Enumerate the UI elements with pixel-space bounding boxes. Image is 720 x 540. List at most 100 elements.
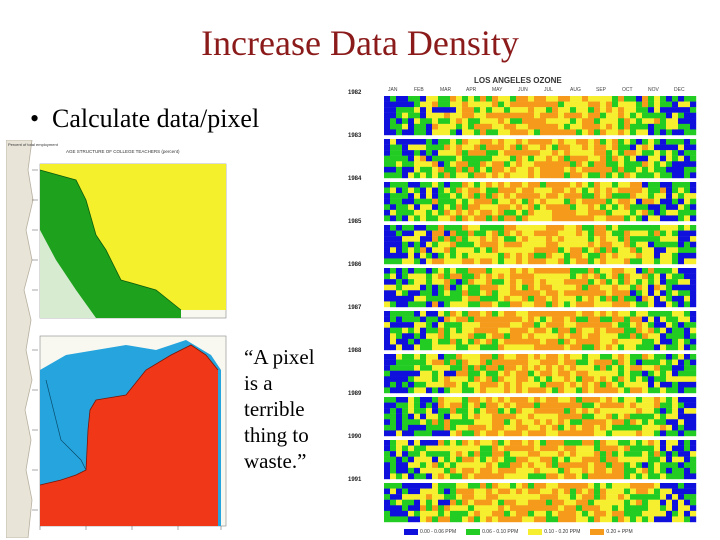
ozone-cell [390,451,397,457]
ozone-cell [498,118,505,125]
ozone-cell [396,338,403,345]
ozone-cell [444,215,451,222]
ozone-cell [582,295,589,302]
ozone-cell [432,499,439,506]
ozone-cell [498,424,505,431]
ozone-cell [534,311,541,317]
ozone-cell [582,166,589,173]
ozone-cell [486,333,493,340]
ozone-cell [468,230,475,237]
ozone-cell [606,381,613,388]
ozone-cell [600,112,607,119]
ozone-cell [564,413,571,420]
ozone-cell [384,381,391,388]
ozone-cell [426,225,433,231]
ozone-cell [642,344,649,351]
ozone-cell [540,451,547,457]
ozone-cell [630,225,637,231]
ozone-cell [672,112,679,119]
ozone-cell [570,494,577,500]
ozone-cell [426,150,433,156]
ozone-cell [540,150,547,156]
ozone-cell [534,359,541,366]
ozone-cell [408,359,415,366]
ozone-cell [684,499,691,506]
ozone-cell [678,295,685,302]
ozone-cell [438,247,445,254]
legend-swatch [404,528,418,535]
ozone-cell [618,258,625,265]
ozone-cell [444,494,451,500]
ozone-cell [588,247,595,254]
ozone-cell [426,96,433,102]
ozone-cell [630,301,637,308]
ozone-cell [564,236,571,242]
ozone-cell [588,241,595,248]
ozone-cell [420,215,427,222]
ozone-cell [450,467,457,474]
ozone-cell [492,236,499,242]
ozone-cell [396,230,403,237]
ozone-cell [600,161,607,168]
ozone-cell [594,387,601,394]
ozone-cell [402,354,409,360]
ozone-cell [582,365,589,371]
ozone-cell [462,144,469,151]
ozone-cell [600,230,607,237]
ozone-cell [414,462,421,469]
ozone-cell [468,215,475,222]
ozone-cell [654,284,661,291]
ozone-cell [480,316,487,323]
ozone-cell [480,215,487,222]
ozone-cell [492,101,499,108]
ozone-cell [636,402,643,409]
ozone-cell [546,376,553,383]
ozone-cell [408,451,415,457]
ozone-cell [438,301,445,308]
ozone-cell [654,241,661,248]
ozone-cell [654,419,661,426]
ozone-cell [564,387,571,394]
ozone-cell [546,225,553,231]
ozone-cell [636,123,643,130]
ozone-cell [690,101,697,108]
ozone-cell [666,322,673,328]
ozone-cell [528,215,535,222]
ozone-cell [600,419,607,426]
ozone-cell [438,424,445,431]
ozone-cell [594,107,601,113]
ozone-cell [426,510,433,517]
ozone-cell [546,268,553,274]
ozone-cell [624,252,631,259]
ozone-cell [528,187,535,194]
ozone-cell [678,258,685,265]
ozone-cell [618,295,625,302]
ozone-cell [546,488,553,495]
ozone-cell [480,327,487,334]
ozone-cell [654,252,661,259]
ozone-cell [438,462,445,469]
ozone-cell [642,301,649,308]
ozone-cell [438,311,445,317]
ozone-cell [540,494,547,500]
ozone-cell [456,494,463,500]
ozone-cell [600,236,607,242]
ozone-cell [660,413,667,420]
ozone-cell [522,376,529,383]
ozone-cell [618,365,625,371]
ozone-cell [588,370,595,377]
ozone-cell [486,354,493,360]
ozone-cell [540,118,547,125]
ozone-cell [516,252,523,259]
ozone-cell [426,462,433,469]
ozone-cell [552,408,559,414]
ozone-cell [516,413,523,420]
ozone-cell [660,322,667,328]
ozone-cell [390,123,397,130]
ozone-cell [504,376,511,383]
ozone-cell [432,424,439,431]
ozone-cell [648,193,655,199]
ozone-cell [618,322,625,328]
ozone-cell [462,295,469,302]
ozone-cell [678,107,685,113]
